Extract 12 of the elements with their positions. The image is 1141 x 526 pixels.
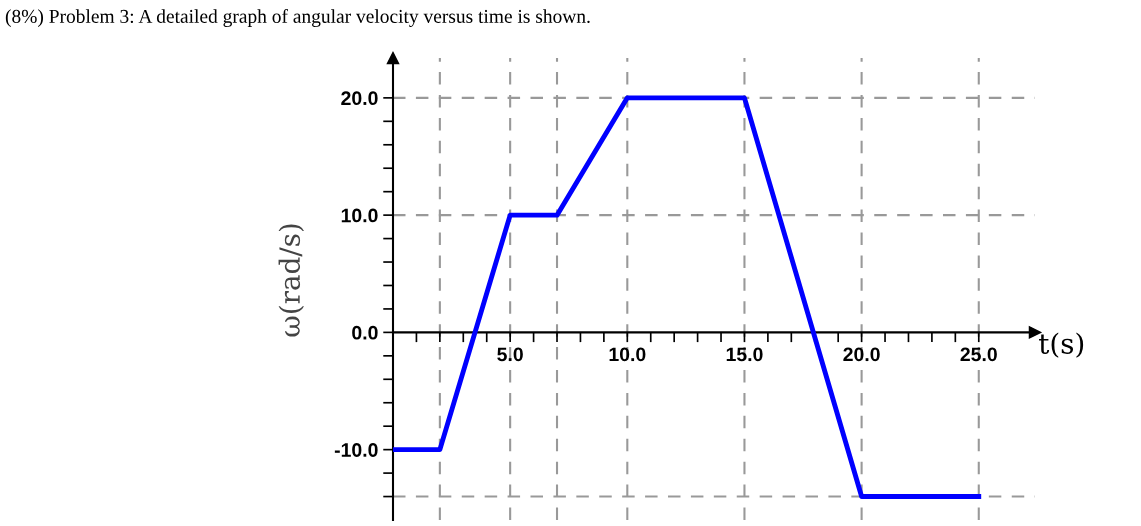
y-tick-label: -10.0 (334, 443, 378, 457)
x-tick-label: 10.0 (609, 347, 646, 362)
y-tick-label: 20.0 (341, 91, 378, 106)
y-axis-title: ω(rad/s) (278, 224, 304, 337)
x-tick-label: 20.0 (843, 347, 880, 362)
x-tick-label: 5.0 (497, 347, 523, 362)
y-tick-label: 10.0 (341, 208, 378, 223)
x-tick-label: 15.0 (726, 347, 763, 362)
x-axis-title: t(s) (1039, 332, 1084, 358)
chart-title: (8%) Problem 3: A detailed graph of angular velocity versus time is shown. (5, 9, 590, 27)
x-tick-label: 25.0 (960, 347, 997, 362)
y-tick-label: 0.0 (352, 325, 378, 340)
